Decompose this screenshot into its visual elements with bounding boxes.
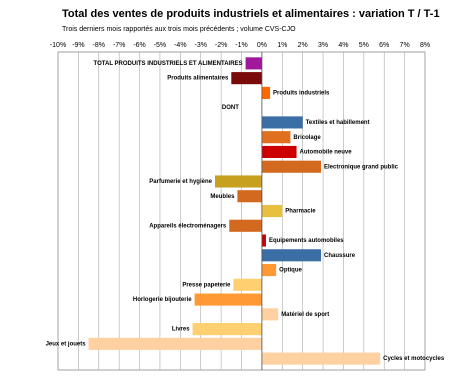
bar <box>88 337 262 350</box>
category-label: Bricolage <box>293 135 321 141</box>
bar <box>237 190 262 203</box>
category-label: Equipements automobiles <box>269 238 344 244</box>
bar <box>233 278 262 291</box>
category-label: Presse papeterie <box>182 282 231 288</box>
x-tick-label: -6% <box>133 42 145 49</box>
bar <box>261 352 381 365</box>
category-label: Meubles <box>210 194 235 200</box>
x-tick-label: -7% <box>113 42 125 49</box>
bar <box>261 131 291 144</box>
x-tick-label: 3% <box>318 42 328 49</box>
x-tick-label: -4% <box>174 42 186 49</box>
x-tick-label: -3% <box>194 42 206 49</box>
x-tick-label: -5% <box>154 42 166 49</box>
x-tick-label: -2% <box>215 42 227 49</box>
bar <box>261 263 277 277</box>
x-tick-label: -1% <box>235 42 247 49</box>
x-tick-label: -9% <box>72 42 84 49</box>
category-label: Pharmacie <box>285 209 316 215</box>
x-tick-label: 4% <box>338 42 348 49</box>
x-tick-label: -8% <box>93 42 105 49</box>
bar <box>261 145 297 159</box>
x-tick-label: 0% <box>257 42 267 49</box>
bar <box>261 160 322 173</box>
category-label: Cycles et motocycles <box>383 356 445 362</box>
category-label: Electronique grand public <box>324 164 399 170</box>
category-label: Appareils électroménagers <box>149 223 227 229</box>
bar <box>192 323 262 336</box>
category-label: Automobile neuve <box>300 150 353 156</box>
bar <box>261 86 271 99</box>
x-tick-label: -10% <box>50 42 66 49</box>
category-label: TOTAL PRODUITS INDUSTRIELS ET ALIMENTAIR… <box>94 61 243 67</box>
bar <box>261 234 266 247</box>
bar <box>261 249 322 262</box>
x-tick-label: 5% <box>359 42 369 49</box>
bar <box>229 219 262 232</box>
bar <box>231 72 262 85</box>
bar <box>261 308 279 321</box>
category-label: Jeux et jouets <box>46 341 87 347</box>
category-label: Textiles et habillement <box>306 120 370 126</box>
category-label: Matériel de sport <box>281 312 329 318</box>
category-label: Horlogerie bijouterie <box>133 297 192 303</box>
category-label: Livres <box>172 327 190 333</box>
bar <box>261 116 303 129</box>
x-tick-label: 2% <box>298 42 308 49</box>
bar <box>245 57 262 70</box>
chart-title: Total des ventes de produits industriels… <box>62 8 440 20</box>
x-tick-label: 7% <box>400 42 410 49</box>
category-label: DONT <box>222 105 239 111</box>
bar <box>214 175 262 188</box>
bar <box>261 204 283 218</box>
x-tick-label: 6% <box>379 42 389 49</box>
x-tick-label: 8% <box>420 42 430 49</box>
category-label: Chaussure <box>324 253 356 259</box>
bar <box>194 293 262 306</box>
x-tick-label: 1% <box>277 42 287 49</box>
category-label: Produits industriels <box>273 90 330 96</box>
category-label: Optique <box>279 268 302 274</box>
chart-subtitle: Trois derniers mois rapportés aux trois … <box>62 26 296 33</box>
category-label: Parfumerie et hygiène <box>149 179 212 185</box>
category-label: Produits alimentaires <box>167 76 229 82</box>
